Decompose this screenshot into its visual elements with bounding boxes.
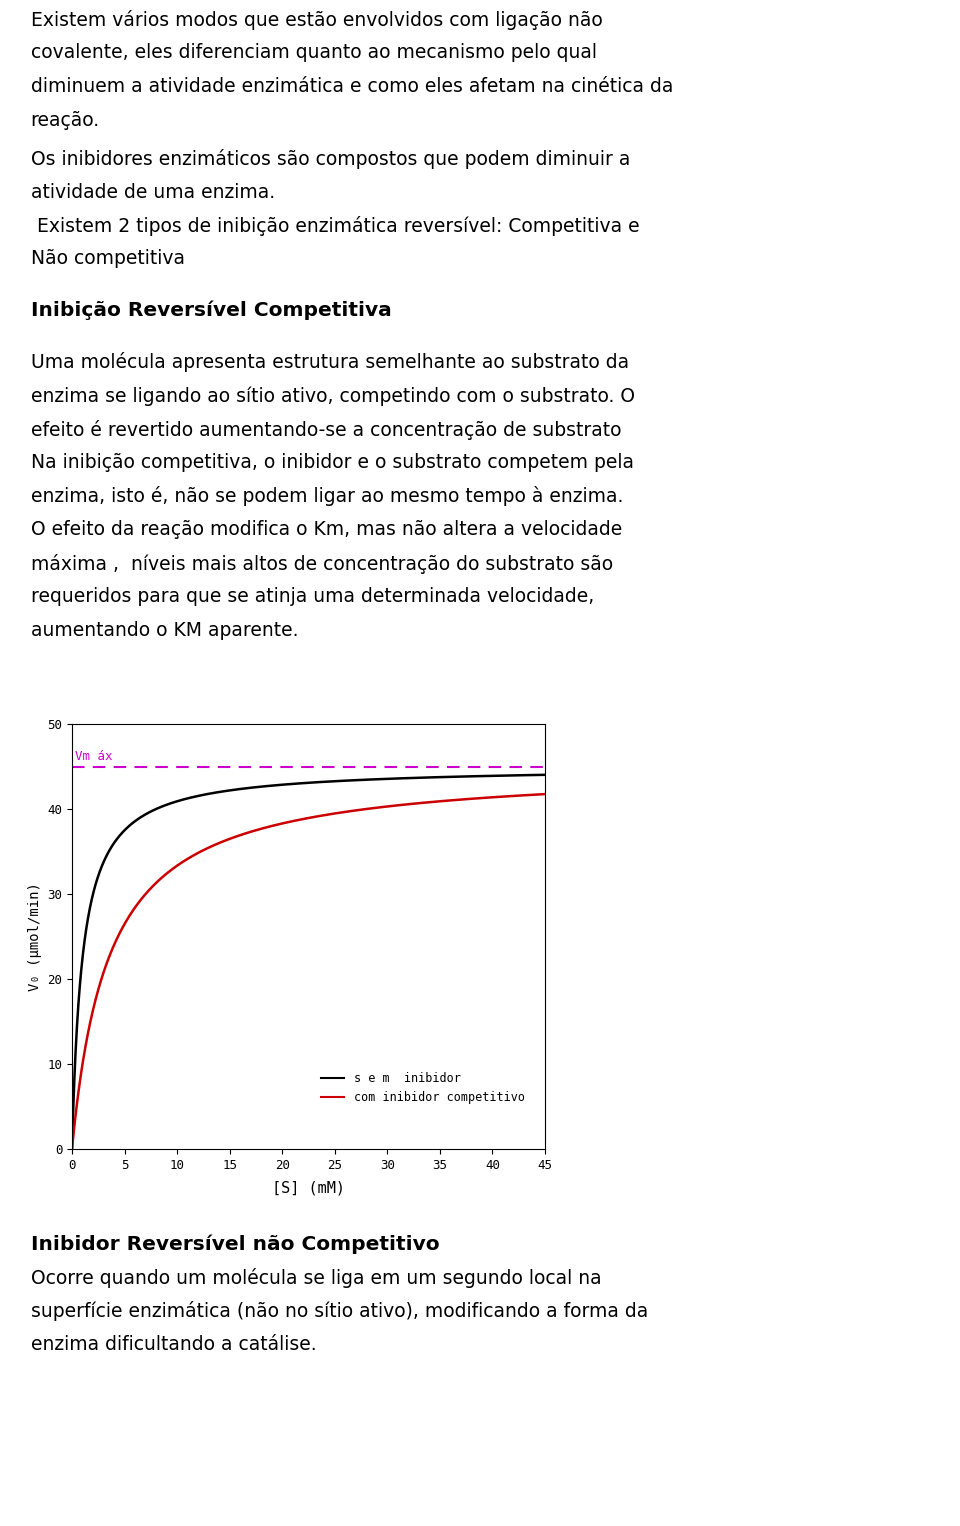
Y-axis label: V₀ (μmol/min): V₀ (μmol/min) [28,882,41,990]
Text: Ocorre quando um molécula se liga em um segundo local na: Ocorre quando um molécula se liga em um … [31,1268,601,1288]
Text: Existem 2 tipos de inibição enzimática reversível: Competitiva e: Existem 2 tipos de inibição enzimática r… [31,217,639,237]
Text: covalente, eles diferenciam quanto ao mecanismo pelo qual: covalente, eles diferenciam quanto ao me… [31,44,597,63]
Text: Inibição Reversível Competitiva: Inibição Reversível Competitiva [31,301,392,320]
Text: efeito é revertido aumentando-se a concentração de substrato: efeito é revertido aumentando-se a conce… [31,420,621,439]
Text: reação.: reação. [31,110,100,130]
Text: Uma molécula apresenta estrutura semelhante ao substrato da: Uma molécula apresenta estrutura semelha… [31,353,629,372]
X-axis label: [S] (mM): [S] (mM) [272,1180,345,1195]
Text: Na inibição competitiva, o inibidor e o substrato competem pela: Na inibição competitiva, o inibidor e o … [31,453,634,472]
Text: Vm áx: Vm áx [75,749,112,763]
Text: Existem vários modos que estão envolvidos com ligação não: Existem vários modos que estão envolvido… [31,11,603,31]
Text: enzima se ligando ao sítio ativo, competindo com o substrato. O: enzima se ligando ao sítio ativo, compet… [31,386,635,406]
Text: máxima ,  níveis mais altos de concentração do substrato são: máxima , níveis mais altos de concentraç… [31,554,612,574]
Text: enzima, isto é, não se podem ligar ao mesmo tempo à enzima.: enzima, isto é, não se podem ligar ao me… [31,487,623,507]
Text: atividade de uma enzima.: atividade de uma enzima. [31,183,275,201]
Text: enzima dificultando a catálise.: enzima dificultando a catálise. [31,1335,317,1354]
Text: requeridos para que se atinja uma determinada velocidade,: requeridos para que se atinja uma determ… [31,588,594,606]
Text: aumentando o KM aparente.: aumentando o KM aparente. [31,621,299,639]
Text: Os inibidores enzimáticos são compostos que podem diminuir a: Os inibidores enzimáticos são compostos … [31,150,630,169]
Legend: s e m  inibidor, com inibidor competitivo: s e m inibidor, com inibidor competitivo [316,1068,530,1109]
Text: superfície enzimática (não no sítio ativo), modificando a forma da: superfície enzimática (não no sítio ativ… [31,1302,648,1322]
Text: Não competitiva: Não competitiva [31,249,184,269]
Text: diminuem a atividade enzimática e como eles afetam na cinética da: diminuem a atividade enzimática e como e… [31,76,673,96]
Text: Inibidor Reversível não Competitivo: Inibidor Reversível não Competitivo [31,1235,440,1253]
Text: O efeito da reação modifica o Km, mas não altera a velocidade: O efeito da reação modifica o Km, mas nã… [31,520,622,539]
